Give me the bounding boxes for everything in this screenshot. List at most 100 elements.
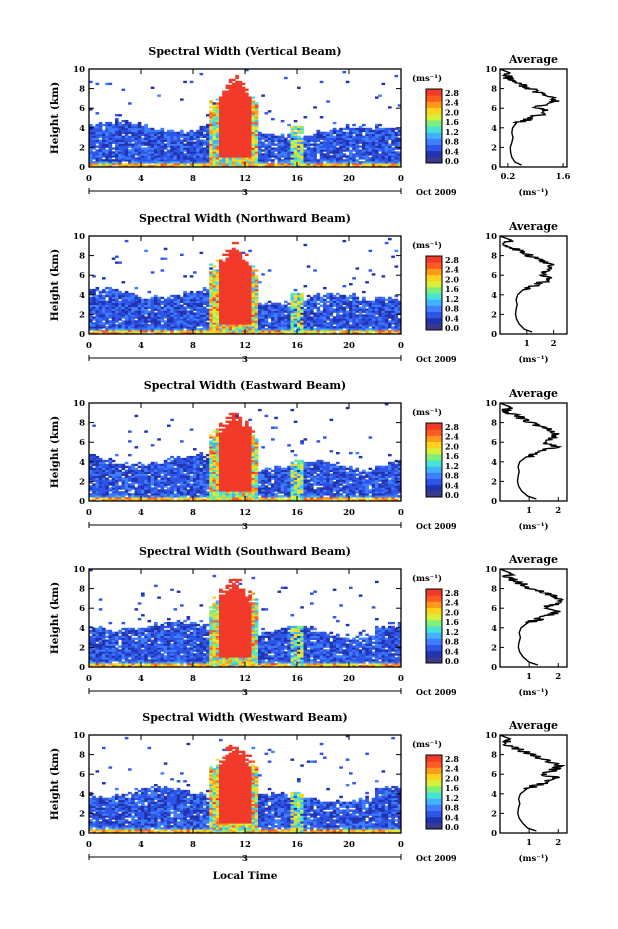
heatmap-cell (326, 159, 330, 162)
heatmap-cell (241, 324, 246, 327)
heatmap-cell (248, 139, 252, 142)
heatmap-cell (339, 133, 343, 137)
heatmap-cell (219, 161, 223, 164)
heatmap-cell (371, 145, 376, 148)
heatmap-cell (163, 324, 168, 327)
heatmap-cell (98, 135, 103, 138)
heatmap-cell (95, 471, 100, 474)
heatmap-cell (154, 465, 158, 469)
heatmap-cell (209, 273, 213, 276)
heatmap-cell (115, 155, 119, 158)
colorbar-tick: 1.2 (445, 127, 459, 137)
heatmap-cell (167, 477, 171, 480)
heatmap-cell (128, 324, 132, 327)
heatmap-cell (144, 320, 148, 323)
heatmap-cell (258, 137, 262, 140)
heatmap-cell (297, 149, 301, 152)
heatmap-cell (313, 137, 317, 140)
heatmap-cell (235, 288, 239, 292)
heatmap-cell (105, 135, 109, 138)
heatmap-cell (232, 104, 236, 107)
heatmap-cell (176, 149, 181, 152)
heatmap-cell (163, 163, 168, 166)
heatmap-cell (313, 133, 317, 137)
heatmap-cell (284, 141, 288, 144)
heatmap-cell (274, 310, 278, 313)
heatmap-cell (235, 304, 239, 307)
heatmap-cell (251, 320, 256, 323)
heatmap-cell (264, 155, 269, 158)
heatmap-cell (180, 145, 184, 148)
heatmap-cell (362, 161, 366, 164)
heatmap-cell (306, 159, 311, 162)
heatmap-cell (222, 116, 226, 119)
heatmap-cell (326, 143, 330, 146)
heatmap-cell (222, 312, 226, 315)
heatmap-cell (89, 153, 93, 156)
heatmap-cell (202, 143, 207, 146)
heatmap-cell (141, 161, 145, 164)
heatmap-cell (115, 298, 119, 302)
heatmap-cell (287, 318, 291, 321)
heatmap-cell (241, 318, 246, 321)
heatmap-cell (137, 149, 142, 152)
heatmap-cell (137, 296, 142, 300)
heatmap-cell (267, 135, 272, 138)
heatmap-cell (245, 306, 249, 309)
heatmap-cell (277, 157, 282, 160)
heatmap-cell (245, 135, 249, 138)
heatmap-cell (238, 265, 243, 268)
heatmap-cell (323, 300, 327, 304)
heatmap-cell (251, 326, 256, 329)
heatmap-cell (167, 483, 171, 486)
heatmap-cell (167, 326, 171, 329)
heatmap-cell (199, 151, 204, 154)
heatmap-cell (193, 326, 197, 329)
heatmap-cell (358, 322, 363, 325)
heatmap-cell (215, 145, 220, 148)
heatmap-cell (245, 159, 249, 162)
heatmap-cell (219, 298, 223, 302)
heatmap-cell (160, 479, 165, 482)
heatmap-cell (115, 145, 119, 148)
heatmap-cell (238, 279, 243, 282)
heatmap-cell (241, 163, 246, 166)
heatmap-cell (154, 139, 158, 142)
heatmap-cell (144, 430, 148, 433)
heatmap-cell (339, 304, 343, 307)
heatmap-cell (144, 481, 148, 484)
heatmap-cell (199, 145, 204, 148)
heatmap-cell (274, 165, 278, 168)
heatmap-cell (209, 288, 213, 292)
heatmap-cell (115, 133, 119, 137)
heatmap-cell (342, 318, 347, 321)
heatmap-cell (329, 314, 334, 317)
heatmap-cell (147, 135, 152, 138)
heatmap-cell (245, 157, 249, 160)
heatmap-cell (248, 98, 252, 101)
heatmap-cell (235, 143, 239, 146)
heatmap-cell (102, 465, 106, 469)
heatmap-cell (215, 286, 220, 290)
heatmap-cell (345, 143, 350, 146)
heatmap-cell (251, 96, 256, 99)
heatmap-cell (267, 330, 272, 333)
heatmap-cell (225, 269, 230, 272)
heatmap-cell (141, 155, 145, 158)
heatmap-cell (137, 133, 142, 137)
heatmap-cell (89, 318, 93, 321)
heatmap-cell (345, 137, 350, 140)
heatmap-cell (287, 306, 291, 309)
heatmap-cell (222, 316, 226, 319)
heatmap-cell (186, 312, 191, 315)
heatmap-cell (342, 139, 347, 142)
heatmap-cell (225, 281, 230, 284)
heatmap-cell (365, 151, 369, 154)
heatmap-cell (157, 485, 161, 488)
heatmap-cell (225, 253, 230, 256)
heatmap-cell (170, 316, 174, 319)
avg-profile-line (499, 68, 560, 166)
heatmap-cell (128, 465, 132, 469)
heatmap-cell (183, 133, 187, 137)
heatmap-cell (98, 159, 103, 162)
